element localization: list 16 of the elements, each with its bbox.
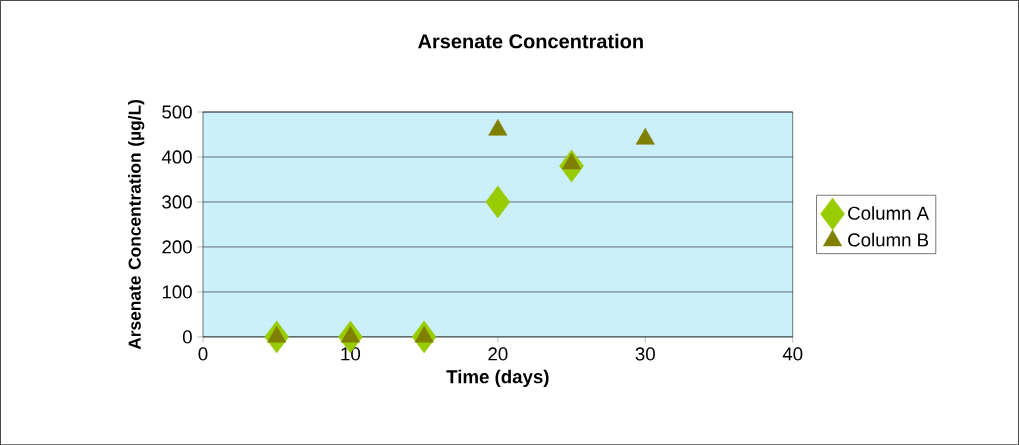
x-tick-label: 30 xyxy=(635,347,655,361)
chart-title: Arsenate Concentration xyxy=(418,33,643,49)
legend-label: Column B xyxy=(848,232,929,247)
x-tick-label: 20 xyxy=(488,347,508,361)
x-tick-label: 0 xyxy=(198,347,208,361)
y-tick-label: 500 xyxy=(162,105,192,119)
legend-label: Column A xyxy=(848,206,930,220)
y-tick-label: 100 xyxy=(162,285,192,299)
y-tick-label: 400 xyxy=(161,150,192,164)
x-axis-title: Time (days) xyxy=(446,369,549,387)
y-tick-label: 200 xyxy=(162,240,192,254)
x-tick-label: 10 xyxy=(341,347,361,361)
x-tick-label: 40 xyxy=(782,347,803,361)
y-tick-label: 0 xyxy=(182,330,192,344)
y-tick-label: 300 xyxy=(162,195,192,209)
y-axis-title: Arsenate Concentration (µg/L) xyxy=(128,99,145,350)
